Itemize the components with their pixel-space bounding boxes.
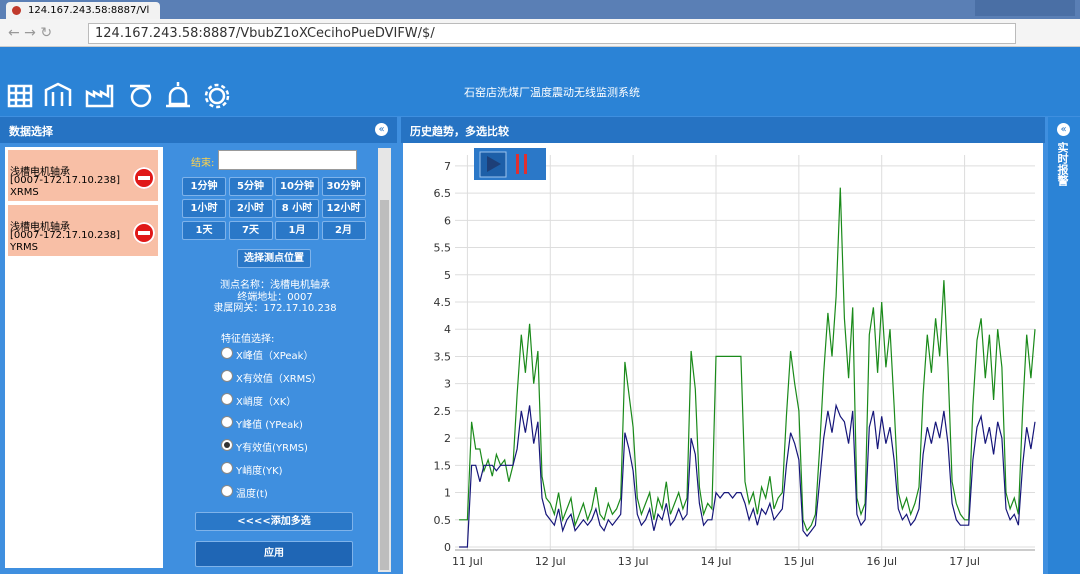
series-line <box>459 403 1036 548</box>
y-tick-label: 4 <box>444 323 451 336</box>
item-feature: XRMS <box>10 187 39 198</box>
time-button[interactable]: 1天 <box>182 221 226 240</box>
time-button[interactable]: 1分钟 <box>182 177 226 196</box>
panel-header <box>401 117 1045 143</box>
window-controls[interactable] <box>975 0 1075 16</box>
feature-label[interactable]: X峭度（XK） <box>236 397 297 408</box>
panel-header <box>0 117 397 143</box>
x-tick-label: 17 Jul <box>949 555 980 568</box>
select-point-button[interactable]: 选择测点位置 <box>237 249 311 268</box>
radio[interactable] <box>221 485 233 497</box>
time-button[interactable]: 2小时 <box>228 199 273 218</box>
playback-controls[interactable] <box>474 148 546 180</box>
radio[interactable] <box>221 347 233 359</box>
radio[interactable] <box>221 416 233 428</box>
remove-bar <box>138 231 150 235</box>
feature-label[interactable]: Y峰值 (YPeak) <box>236 420 303 431</box>
chart: 0 0.5 1 1.5 2 2.5 3 3.5 4 4.5 5 5.5 6 6.5 7 11 Jul 12 Ju… <box>434 148 1036 568</box>
feature-label[interactable]: X峰值（XPeak） <box>236 351 314 362</box>
address-bar[interactable]: 124.167.243.58:8887/VbubZ1oXCecihoPueDVI… <box>88 23 1016 44</box>
time-button[interactable]: 5分钟 <box>228 177 273 196</box>
right-panel <box>1048 117 1080 574</box>
time-button[interactable]: 30分钟 <box>321 177 366 196</box>
expand-button[interactable]: « <box>1057 123 1070 136</box>
x-tick-label: 15 Jul <box>783 555 814 568</box>
feature-label[interactable]: X有效值（XRMS） <box>236 374 322 385</box>
item-id: [0007-172.17.10.238] <box>10 175 121 186</box>
feature-label[interactable]: Y有效值(YRMS) <box>236 443 308 454</box>
feature-label[interactable]: Y峭度(YK) <box>236 466 283 477</box>
collapse-button[interactable]: « <box>375 123 388 136</box>
y-tick-label: 1.5 <box>434 459 452 472</box>
time-button[interactable]: 12小时 <box>321 199 366 218</box>
item-name: 浅槽电机轴承 <box>10 167 70 178</box>
time-button[interactable]: 2月 <box>321 221 366 240</box>
chart-area <box>403 143 1043 574</box>
apply-button[interactable]: 应用 <box>195 541 353 567</box>
time-button[interactable]: 1月 <box>275 221 319 240</box>
radio[interactable] <box>221 393 233 405</box>
y-tick-label: 0 <box>444 541 451 554</box>
time-button[interactable]: 8 小时 <box>275 199 319 218</box>
radio[interactable] <box>221 370 233 382</box>
tab-icon <box>12 6 21 15</box>
end-label: 结束: <box>191 158 215 169</box>
right-panel-title: 实时报警 <box>1056 142 1069 186</box>
radio-dot <box>224 442 230 448</box>
nav-icons[interactable] <box>0 78 240 114</box>
remove-bar <box>138 176 150 180</box>
panel-title: 历史趋势，多选比较 <box>410 125 509 138</box>
y-tick-label: 2 <box>444 432 451 445</box>
time-button[interactable]: 1小时 <box>182 199 226 218</box>
series-line <box>459 187 1036 532</box>
panel-title: 数据选择 <box>9 125 53 138</box>
y-tick-label: 6 <box>444 214 451 227</box>
y-tick-label: 2.5 <box>434 405 452 418</box>
y-tick-label: 7 <box>444 160 451 173</box>
nav-buttons[interactable]: ← → ↻ <box>8 25 53 41</box>
scrollbar-thumb[interactable] <box>380 200 389 570</box>
y-tick-label: 4.5 <box>434 296 452 309</box>
item-id: [0007-172.17.10.238] <box>10 230 121 241</box>
tab-bar <box>0 0 1080 19</box>
radio[interactable] <box>221 462 233 474</box>
info-line: 终端地址：0007 <box>237 291 313 303</box>
feature-label[interactable]: 温度(t) <box>236 489 268 500</box>
y-tick-label: 5 <box>444 269 451 282</box>
time-button[interactable]: 7天 <box>228 221 273 240</box>
feature-title: 特征值选择: <box>221 334 275 345</box>
time-button[interactable]: 10分钟 <box>275 177 319 196</box>
x-tick-label: 12 Jul <box>535 555 566 568</box>
x-tick-label: 14 Jul <box>701 555 732 568</box>
x-tick-label: 16 Jul <box>866 555 897 568</box>
y-tick-label: 1 <box>444 487 451 500</box>
item-feature: YRMS <box>10 242 39 253</box>
end-date-input[interactable] <box>218 150 357 170</box>
y-tick-label: 3 <box>444 378 451 391</box>
y-tick-label: 5.5 <box>434 242 452 255</box>
x-tick-label: 13 Jul <box>618 555 649 568</box>
y-tick-label: 0.5 <box>434 514 452 527</box>
app-title: 石窑店洗煤厂温度震动无线监测系统 <box>464 86 640 99</box>
y-tick-label: 6.5 <box>434 187 452 200</box>
x-tick-label: 11 Jul <box>452 555 483 568</box>
browser-tab[interactable]: 124.167.243.58:8887/Vl <box>6 2 160 19</box>
item-name: 浅槽电机轴承 <box>10 222 70 233</box>
y-tick-label: 3.5 <box>434 350 452 363</box>
info-line: 隶属网关：172.17.10.238 <box>213 303 337 314</box>
info-line: 测点名称：浅槽电机轴承 <box>220 280 330 291</box>
add-button[interactable]: <<<<添加多选 <box>195 512 353 531</box>
